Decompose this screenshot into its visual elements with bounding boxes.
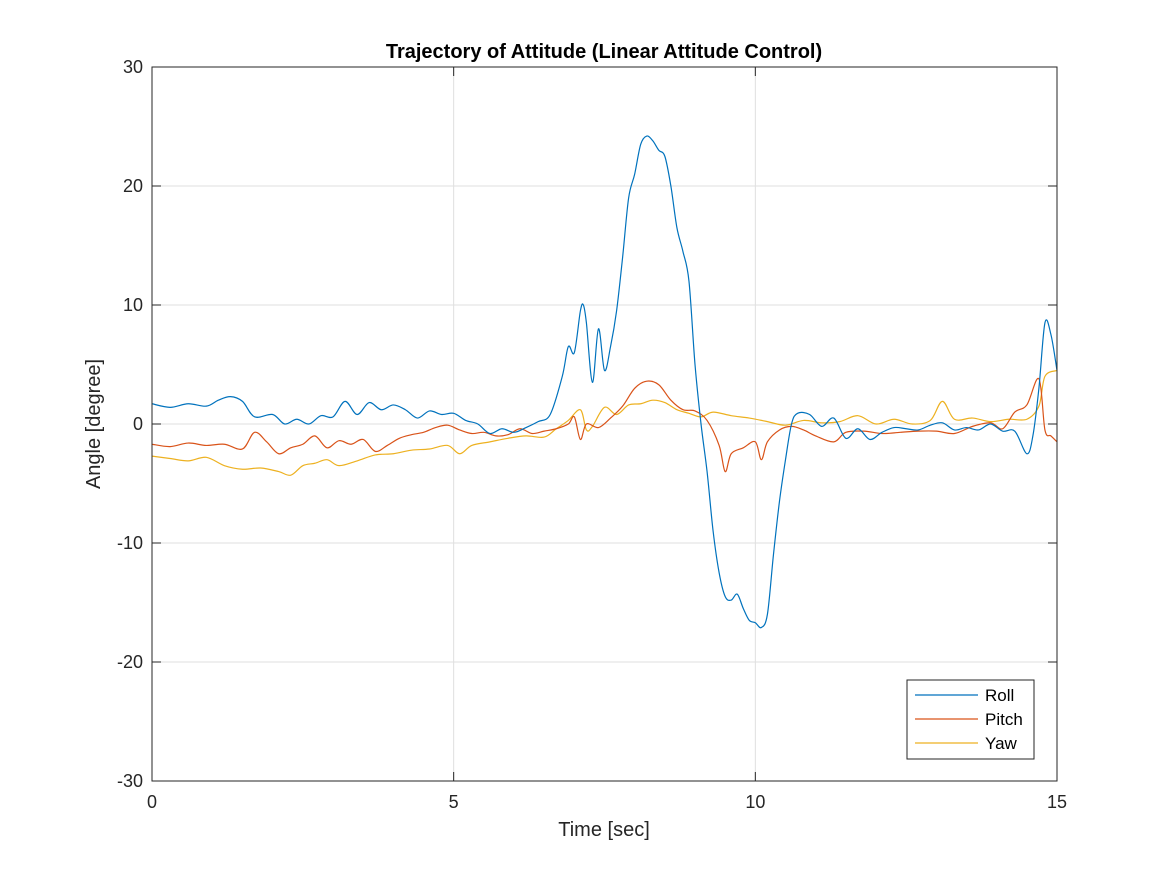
y-axis-label: Angle [degree] [83, 359, 105, 489]
y-tick-label: -10 [117, 533, 143, 553]
legend-label-pitch: Pitch [985, 710, 1023, 729]
series-layer [152, 135, 1057, 629]
tick-labels: 0 5 10 15 -30 -20 -10 0 10 20 30 [117, 57, 1067, 812]
series-line-yaw [152, 369, 1057, 476]
y-tick-label: 10 [123, 295, 143, 315]
y-tick-label: -30 [117, 771, 143, 791]
grid [152, 67, 1057, 781]
x-tick-label: 5 [449, 792, 459, 812]
series-line-pitch [152, 377, 1057, 473]
x-tick-label: 10 [745, 792, 765, 812]
legend-label-yaw: Yaw [985, 734, 1018, 753]
x-axis-label: Time [sec] [558, 819, 650, 841]
x-tick-label: 15 [1047, 792, 1067, 812]
legend-label-roll: Roll [985, 686, 1014, 705]
ticks [151, 66, 1058, 782]
y-tick-label: 30 [123, 57, 143, 77]
y-tick-label: -20 [117, 652, 143, 672]
series-line-roll [152, 135, 1057, 629]
x-tick-label: 0 [147, 792, 157, 812]
y-tick-label: 20 [123, 176, 143, 196]
chart-title: Trajectory of Attitude (Linear Attitude … [386, 41, 822, 63]
y-tick-label: 0 [133, 414, 143, 434]
legend: Roll Pitch Yaw [906, 679, 1035, 760]
